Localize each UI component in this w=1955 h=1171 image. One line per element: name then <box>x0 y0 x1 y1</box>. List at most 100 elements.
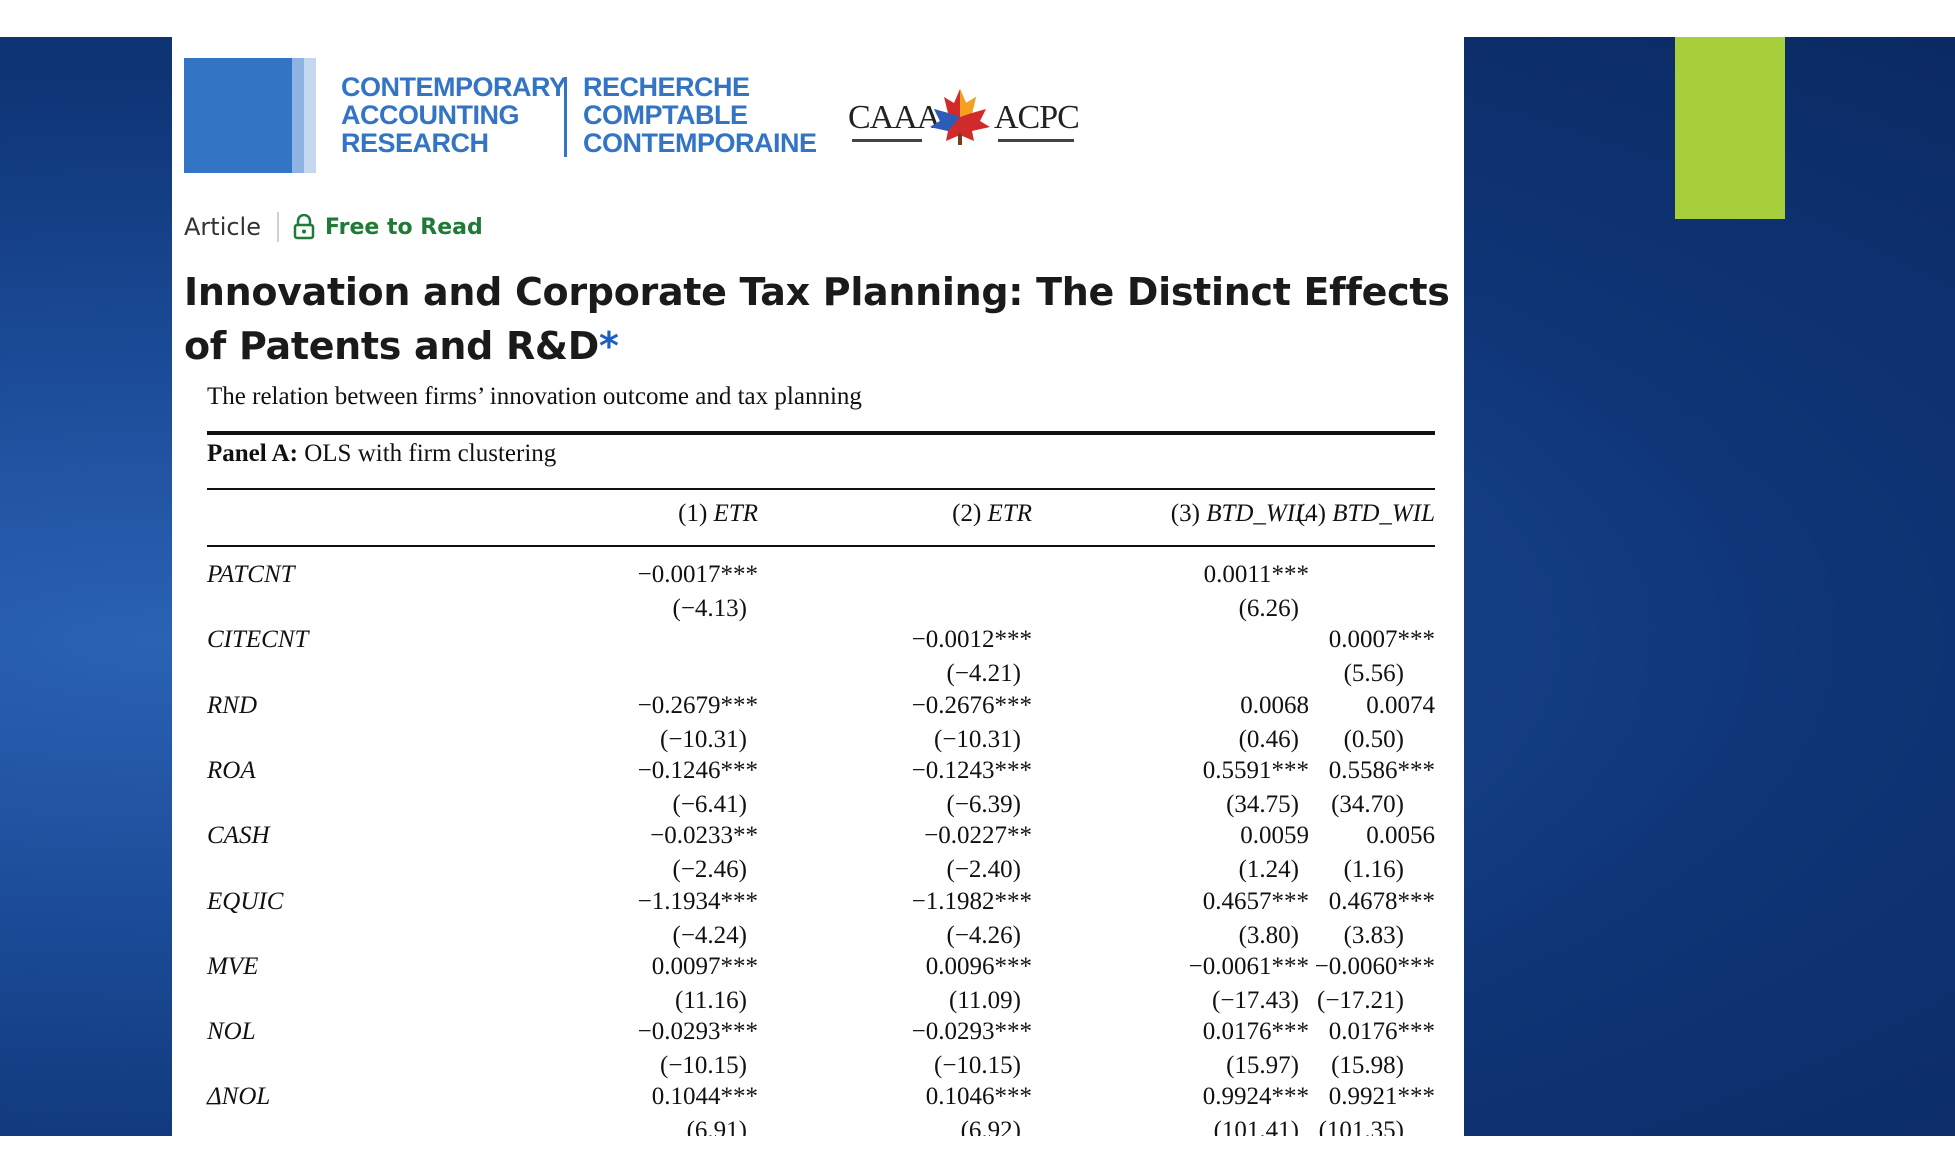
table-cell-coef: −0.0293*** <box>911 1018 1032 1045</box>
column-header: (1) ETR <box>678 500 758 527</box>
table-cell-coef: 0.9921*** <box>1328 1083 1435 1110</box>
table-cell-coef: 0.1044*** <box>651 1083 758 1110</box>
article-title: Innovation and Corporate Tax Planning: T… <box>184 265 1454 373</box>
title-footnote-mark[interactable]: * <box>599 324 619 368</box>
table-cell-coef: 0.0056 <box>1366 822 1435 849</box>
table-row-label: RND <box>207 692 257 719</box>
table-cell-coef: 0.9924*** <box>1202 1083 1309 1110</box>
column-header: (3) BTD_WIL <box>1170 500 1309 527</box>
caaa-logo: CAAA ACPC <box>848 87 1080 152</box>
column-header-name: ETR <box>987 500 1032 527</box>
journal-name-divider <box>564 77 567 157</box>
maple-leaf-icon <box>930 89 990 145</box>
table-cell-tstat: (0.50) <box>1343 726 1404 753</box>
table-cell-coef: −0.1246*** <box>637 757 758 784</box>
column-header-name: ETR <box>713 500 758 527</box>
article-screenshot: CONTEMPORARY ACCOUNTING RESEARCH RECHERC… <box>172 37 1464 1136</box>
table-row-label: ROA <box>207 757 256 784</box>
table-cell-coef: 0.0176*** <box>1328 1018 1435 1045</box>
table-cell-coef: 0.0097*** <box>651 953 758 980</box>
table-cell-tstat: (−4.21) <box>946 660 1022 687</box>
table-cell-coef: 0.0074 <box>1366 692 1435 719</box>
table-cell-tstat: (−4.26) <box>946 922 1022 949</box>
table-cell-tstat: (−17.43) <box>1212 987 1299 1014</box>
caaa-logo-subtitle <box>852 139 922 142</box>
table-cell-tstat: (−6.41) <box>672 791 748 818</box>
journal-name-line: COMPTABLE <box>583 100 748 130</box>
table-cell-tstat: (6.26) <box>1238 595 1299 622</box>
table-rule-header <box>207 545 1435 547</box>
acpc-logo-subtitle <box>998 139 1074 142</box>
table-cell-tstat: (6.92) <box>960 1117 1021 1136</box>
table-cell-coef: −0.0293*** <box>637 1018 758 1045</box>
journal-name-line: CONTEMPORARY <box>341 72 567 102</box>
table-cell-tstat: (−2.46) <box>672 856 748 883</box>
table-cell-tstat: (6.91) <box>686 1117 747 1136</box>
table-cell-tstat: (15.98) <box>1331 1052 1404 1079</box>
table-cell-coef: 0.0011*** <box>1203 561 1309 588</box>
table-cell-coef: 0.4657*** <box>1202 888 1309 915</box>
table-cell-coef: −0.0012*** <box>911 626 1032 653</box>
table-cell-coef: 0.0059 <box>1240 822 1309 849</box>
slide-bottom-band <box>0 1136 1955 1171</box>
free-to-read-link[interactable]: Free to Read <box>325 214 483 240</box>
table-rule-panel <box>207 488 1435 490</box>
accent-bar <box>1675 37 1785 219</box>
table-cell-tstat: (11.09) <box>949 987 1021 1014</box>
table-cell-tstat: (1.24) <box>1238 856 1299 883</box>
journal-name-line: ACCOUNTING <box>341 100 519 130</box>
journal-logo-stripe <box>292 58 304 173</box>
table-cell-coef: −0.2679*** <box>637 692 758 719</box>
table-cell-tstat: (101.35) <box>1318 1117 1404 1136</box>
table-cell-coef: −0.1243*** <box>911 757 1032 784</box>
table-cell-tstat: (11.16) <box>675 987 747 1014</box>
journal-name-en: CONTEMPORARY ACCOUNTING RESEARCH <box>341 73 567 157</box>
table-cell-tstat: (34.75) <box>1226 791 1299 818</box>
column-header-name: BTD_WIL <box>1206 500 1309 527</box>
table-cell-coef: −0.0061*** <box>1188 953 1309 980</box>
article-type-label: Article <box>184 213 261 241</box>
table-row-label: ΔNOL <box>207 1083 271 1110</box>
acpc-logo-text: ACPC <box>994 99 1080 136</box>
table-caption: The relation between firms’ innovation o… <box>207 383 862 410</box>
table-cell-tstat: (3.83) <box>1343 922 1404 949</box>
table-cell-coef: 0.0068 <box>1240 692 1309 719</box>
caaa-logo-text: CAAA <box>848 99 941 136</box>
table-cell-tstat: (−10.31) <box>934 726 1021 753</box>
table-cell-coef: 0.0007*** <box>1328 626 1435 653</box>
table-cell-tstat: (−4.13) <box>672 595 748 622</box>
table-row-label: PATCNT <box>207 561 295 588</box>
table-cell-tstat: (−10.15) <box>934 1052 1021 1079</box>
table-row-label: EQUIC <box>207 888 284 915</box>
table-cell-tstat: (−10.31) <box>660 726 747 753</box>
table-cell-coef: 0.4678*** <box>1328 888 1435 915</box>
table-cell-coef: 0.5586*** <box>1328 757 1435 784</box>
table-cell-coef: −0.0227** <box>924 822 1032 849</box>
panel-description: OLS with firm clustering <box>297 440 557 467</box>
table-cell-coef: −0.0233** <box>650 822 758 849</box>
table-cell-coef: 0.0176*** <box>1202 1018 1309 1045</box>
column-header-name: BTD_WIL <box>1332 500 1435 527</box>
table-cell-tstat: (−4.24) <box>672 922 748 949</box>
column-header: (4) BTD_WIL <box>1296 500 1435 527</box>
journal-name-line: CONTEMPORAINE <box>583 128 817 158</box>
table-cell-coef: −0.0060*** <box>1314 953 1435 980</box>
table-cell-coef: −0.0017*** <box>637 561 758 588</box>
journal-logo-block <box>184 58 292 173</box>
unlock-icon <box>293 214 315 240</box>
column-header: (2) ETR <box>952 500 1032 527</box>
journal-name-fr: RECHERCHE COMPTABLE CONTEMPORAINE <box>583 73 817 157</box>
table-cell-tstat: (−2.40) <box>946 856 1022 883</box>
table-cell-coef: 0.5591*** <box>1202 757 1309 784</box>
journal-name-line: RECHERCHE <box>583 72 750 102</box>
article-title-text: Innovation and Corporate Tax Planning: T… <box>184 270 1450 368</box>
article-meta: Article Free to Read <box>184 211 483 243</box>
table-cell-coef: −0.2676*** <box>911 692 1032 719</box>
table-cell-tstat: (−6.39) <box>946 791 1022 818</box>
journal-logo-stripe <box>304 58 316 173</box>
table-row-label: MVE <box>207 953 259 980</box>
table-cell-coef: 0.0096*** <box>925 953 1032 980</box>
table-row-label: CITECNT <box>207 626 309 653</box>
table-cell-coef: 0.1046*** <box>925 1083 1032 1110</box>
table-row-label: CASH <box>207 822 270 849</box>
